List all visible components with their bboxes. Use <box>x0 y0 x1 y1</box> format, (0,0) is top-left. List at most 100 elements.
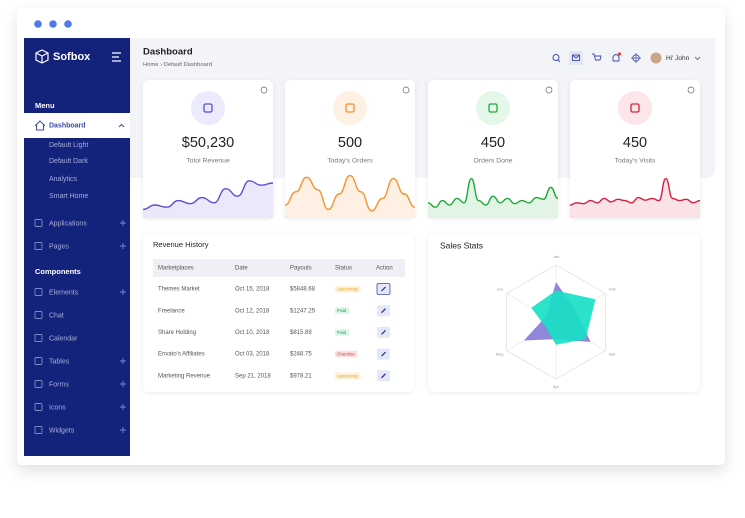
sparkline <box>427 177 559 208</box>
sub-item[interactable]: Default Dark <box>49 158 88 165</box>
sub-item[interactable]: Default Light <box>49 142 88 149</box>
table-cell: $815.89 <box>290 330 312 336</box>
stat-icon-bg <box>333 91 367 125</box>
stat-label: Totol Revenue <box>186 157 230 164</box>
table-cell: Oct 10, 2018 <box>235 330 270 336</box>
menu-icon <box>34 311 43 319</box>
expand-icon[interactable] <box>120 404 126 410</box>
table-cell: $1247.25 <box>290 308 316 314</box>
status-badge-bg <box>335 350 358 358</box>
header-band <box>130 38 715 178</box>
page-title: Dashboard <box>143 47 193 58</box>
table-cell: Freelance <box>158 308 185 314</box>
menu-icon <box>34 288 43 296</box>
components-label: Components <box>35 267 81 276</box>
stat-icon-bg <box>191 91 225 125</box>
edit-icon <box>381 308 386 314</box>
content: Sofbox Menu Dashboard Components Dashboa… <box>24 47 701 434</box>
menu-label: Menu <box>35 101 55 110</box>
sub-item[interactable]: Analytics <box>49 176 78 183</box>
stat-label: Today's Orders <box>327 157 373 164</box>
menu-item[interactable]: Tables <box>49 358 70 365</box>
expand-icon[interactable] <box>120 220 126 226</box>
menu-icon <box>34 426 43 434</box>
radar-label: Jun <box>496 287 502 292</box>
menu-item[interactable]: Elements <box>49 289 79 296</box>
edit-icon <box>381 286 386 292</box>
column-header: Marketplaces <box>158 266 194 272</box>
table-cell: $248.75 <box>290 352 312 358</box>
status-badge: Upcoming <box>337 287 358 292</box>
window-dot <box>64 20 72 28</box>
radar-label: Apr <box>553 384 560 389</box>
expand-icon[interactable] <box>120 427 126 433</box>
sales-title: Sales Stats <box>440 240 483 250</box>
table-cell: Share Holding <box>158 330 196 336</box>
stat-label: Orders Done <box>474 157 513 164</box>
table-cell: Sep 21, 2018 <box>235 373 271 379</box>
stat-icon-bg <box>618 91 652 125</box>
status-badge-bg <box>335 329 350 336</box>
table-header <box>153 259 405 277</box>
menu-icon <box>34 219 43 227</box>
active-item[interactable] <box>24 113 130 138</box>
search-icon[interactable] <box>552 54 560 61</box>
user-name[interactable]: Hi' John <box>666 55 690 62</box>
table-cell: Oct 15, 2018 <box>235 287 270 293</box>
menu-toggle[interactable] <box>112 52 121 62</box>
menu-item[interactable]: Calendar <box>49 335 78 342</box>
brand: Sofbox <box>53 51 91 63</box>
stat-label: Today's Visits <box>615 157 656 164</box>
menu-item[interactable]: Pages <box>49 243 69 250</box>
stat-value: 450 <box>481 135 505 151</box>
info-icon <box>545 86 553 94</box>
status-badge: Overdue <box>337 352 355 357</box>
menu-icon <box>34 357 43 365</box>
radar-label: Mar <box>609 352 617 357</box>
breadcrumb: Home › Default Dashboard <box>143 62 212 68</box>
chevron <box>118 123 125 128</box>
avatar[interactable] <box>650 52 662 64</box>
expand-icon[interactable] <box>120 358 126 364</box>
column-header: Status <box>335 266 352 272</box>
status-badge: Paid <box>337 330 347 335</box>
menu-icon <box>34 380 43 388</box>
column-header: Payouts <box>290 266 312 272</box>
info-icon <box>402 86 410 94</box>
stat-icon <box>345 103 355 113</box>
menu-item[interactable]: Chat <box>49 312 64 319</box>
radar-series <box>531 290 596 345</box>
expand-icon[interactable] <box>120 243 126 249</box>
expand-icon[interactable] <box>120 289 126 295</box>
menu-icon <box>34 242 43 250</box>
stat-value: $50,230 <box>182 135 234 151</box>
stat-card <box>428 80 558 218</box>
info-icon <box>260 86 268 94</box>
sparkline-area <box>285 175 415 218</box>
edit-icon <box>381 330 386 335</box>
bell-icon[interactable] <box>612 54 620 62</box>
menu-item[interactable]: Applications <box>49 220 87 227</box>
sparkline-area <box>570 178 700 218</box>
table-cell: $5848.68 <box>290 287 316 293</box>
menu-item[interactable]: Forms <box>49 381 69 388</box>
revenue-title: Revenue History <box>153 240 209 249</box>
menu-item[interactable]: Icons <box>49 404 66 411</box>
menu-item[interactable]: Widgets <box>49 427 75 434</box>
sub-item[interactable]: Smart Home <box>49 193 88 200</box>
table-cell: Oct 12, 2018 <box>235 308 270 314</box>
stat-value: 450 <box>623 135 647 151</box>
cart-icon[interactable] <box>592 53 602 61</box>
active-item-label[interactable]: Dashboard <box>49 122 86 129</box>
table-cell: $978.21 <box>290 373 312 379</box>
window-dot <box>34 20 42 28</box>
edit-icon <box>381 373 386 379</box>
info-icon <box>687 86 695 94</box>
menu-icon <box>34 403 43 411</box>
stat-icon <box>488 103 498 113</box>
table-cell: Themes Market <box>158 287 200 293</box>
sparkline <box>284 174 416 212</box>
radar-label: Feb <box>609 287 617 292</box>
stat-card <box>285 80 415 218</box>
expand-icon[interactable] <box>120 381 126 387</box>
